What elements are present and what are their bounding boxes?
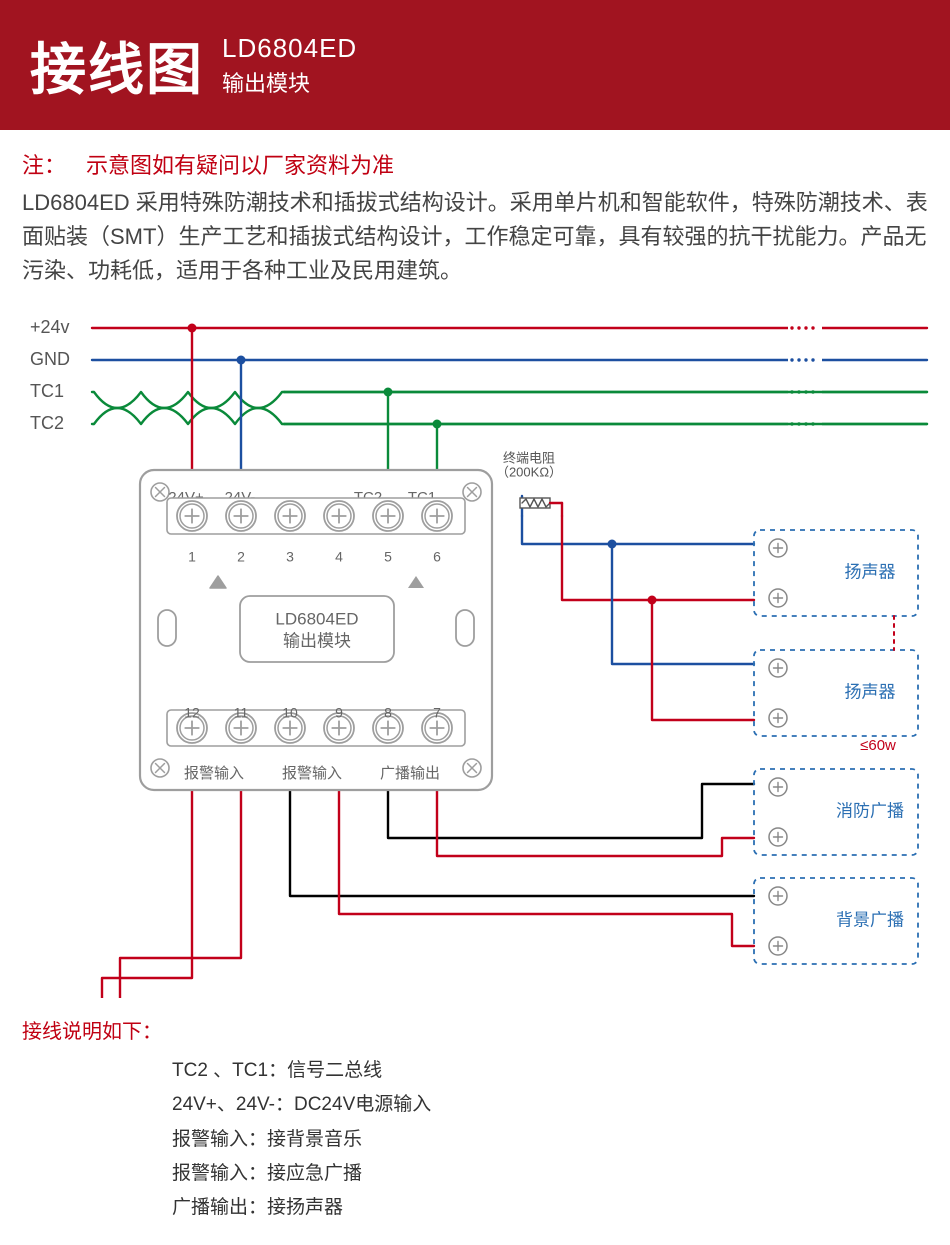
svg-text:TC1: TC1	[30, 381, 64, 401]
wiring-note-item: 广播输出：接扬声器	[172, 1191, 928, 1225]
description-text: LD6804ED 采用特殊防潮技术和插拔式结构设计。采用单片机和智能软件，特殊防…	[22, 186, 928, 288]
svg-text:扬声器: 扬声器	[845, 683, 896, 702]
svg-text:输出模块: 输出模块	[283, 632, 351, 651]
svg-text:+24v: +24v	[30, 317, 70, 337]
svg-text:6: 6	[433, 549, 441, 565]
wiring-diagram: +24vGNDTC1TC224V+24V-TC2TC11122113104958…	[22, 298, 928, 1003]
svg-text:报警输入: 报警输入	[282, 765, 342, 782]
svg-text:LD6804ED: LD6804ED	[275, 610, 358, 629]
svg-text:12: 12	[184, 705, 200, 721]
wiring-note-item: 报警输入：接背景音乐	[172, 1123, 928, 1157]
svg-text:广播输出: 广播输出	[380, 765, 440, 782]
svg-text:终端电阻: 终端电阻	[503, 451, 555, 466]
svg-text:（200KΩ）: （200KΩ）	[496, 465, 562, 480]
svg-text:10: 10	[282, 705, 298, 721]
wiring-note-item: TC2 、TC1：信号二总线	[172, 1054, 928, 1088]
svg-text:GND: GND	[30, 349, 70, 369]
svg-text:5: 5	[384, 549, 392, 565]
wiring-notes: 接线说明如下： TC2 、TC1：信号二总线24V+、24V-：DC24V电源输…	[22, 1015, 928, 1225]
wiring-note-item: 报警输入：接应急广播	[172, 1157, 928, 1191]
svg-text:扬声器: 扬声器	[845, 563, 896, 582]
svg-text:报警输入: 报警输入	[184, 765, 244, 782]
svg-text:TC2: TC2	[30, 413, 64, 433]
svg-text:3: 3	[286, 549, 294, 565]
wiring-note-item: 24V+、24V-：DC24V电源输入	[172, 1088, 928, 1122]
header-title: 接线图	[30, 25, 204, 106]
content-area: 注： 示意图如有疑问以厂家资料为准 LD6804ED 采用特殊防潮技术和插拔式结构…	[0, 130, 950, 1245]
wiring-notes-list: TC2 、TC1：信号二总线24V+、24V-：DC24V电源输入报警输入：接背…	[172, 1054, 928, 1225]
svg-text:消防广播: 消防广播	[836, 802, 904, 821]
page-header: 接线图 LD6804ED 输出模块	[0, 0, 950, 130]
note-label: 注：	[22, 153, 66, 178]
svg-text:9: 9	[335, 705, 343, 721]
header-model: LD6804ED	[222, 33, 357, 64]
note-text: 示意图如有疑问以厂家资料为准	[86, 153, 394, 178]
svg-text:11: 11	[234, 705, 249, 721]
svg-text:7: 7	[433, 705, 441, 721]
svg-text:1: 1	[188, 549, 196, 565]
wiring-notes-title: 接线说明如下：	[22, 1015, 928, 1044]
header-modname: 输出模块	[222, 66, 357, 98]
svg-text:8: 8	[384, 705, 392, 721]
svg-text:背景广播: 背景广播	[836, 911, 904, 930]
note-line: 注： 示意图如有疑问以厂家资料为准	[22, 148, 928, 180]
svg-text:≤60w: ≤60w	[860, 737, 896, 754]
svg-text:2: 2	[237, 549, 245, 565]
svg-text:4: 4	[335, 549, 343, 565]
header-subtitle: LD6804ED 输出模块	[222, 33, 357, 98]
